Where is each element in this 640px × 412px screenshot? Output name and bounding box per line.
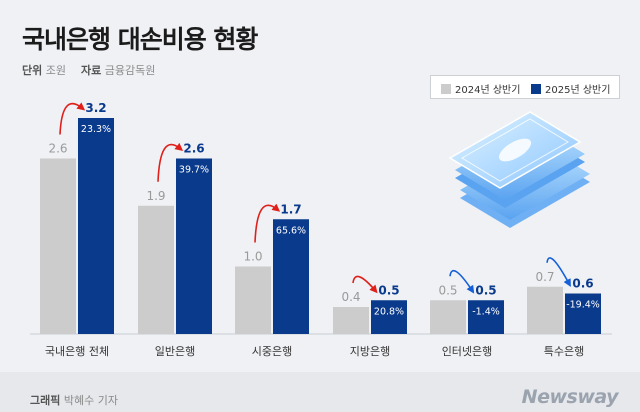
value-label-2025: 0.5 bbox=[475, 283, 496, 297]
footer: 그래픽 박혜수 기자 Newsway bbox=[0, 372, 640, 412]
chart-title: 국내은행 대손비용 현황 bbox=[22, 25, 258, 54]
brand-logo: Newsway bbox=[521, 386, 619, 408]
value-label-2025: 0.5 bbox=[378, 283, 399, 297]
arrow-up-icon bbox=[254, 203, 281, 243]
money-stack-icon bbox=[448, 111, 590, 228]
bar-2025 bbox=[565, 293, 601, 334]
legend-item-2024: 2024년 상반기 bbox=[441, 81, 520, 96]
value-label-2024: 1.0 bbox=[243, 250, 262, 264]
bar-2024 bbox=[333, 307, 369, 334]
credit-name: 박혜수 기자 bbox=[63, 394, 118, 407]
credit: 그래픽 박혜수 기자 bbox=[30, 392, 118, 408]
bar-2024 bbox=[235, 266, 271, 334]
category-label: 국내은행 전체 bbox=[45, 345, 109, 358]
bar-2025 bbox=[273, 219, 309, 334]
legend-label-2024: 2024년 상반기 bbox=[455, 85, 521, 96]
change-label: 23.3% bbox=[81, 124, 111, 135]
source-value: 금융감독원 bbox=[104, 64, 156, 77]
value-label-2024: 2.6 bbox=[48, 142, 67, 156]
bar-2025 bbox=[78, 118, 114, 334]
category-label: 시중은행 bbox=[252, 345, 292, 358]
bar-2025 bbox=[176, 158, 212, 334]
legend-label-2025: 2025년 상반기 bbox=[545, 85, 611, 96]
value-label-2025: 0.6 bbox=[572, 277, 593, 291]
change-label: -1.4% bbox=[472, 306, 500, 317]
change-label: -19.4% bbox=[566, 300, 600, 311]
bar-2025 bbox=[371, 300, 407, 334]
category-label: 특수은행 bbox=[544, 345, 584, 358]
category-label: 일반은행 bbox=[155, 344, 195, 358]
bar-2024 bbox=[138, 205, 174, 334]
arrow-up-icon bbox=[157, 142, 184, 182]
legend-swatch-2024 bbox=[441, 83, 451, 94]
legend-swatch-2025 bbox=[531, 83, 541, 94]
bar-2024 bbox=[430, 300, 466, 334]
arrow-down-icon bbox=[449, 269, 475, 294]
bar-2024 bbox=[40, 158, 76, 334]
source-label: 자료 bbox=[81, 64, 102, 77]
change-label: 65.6% bbox=[276, 225, 306, 236]
change-label: 20.8% bbox=[374, 306, 404, 317]
category-label: 인터넷은행 bbox=[442, 345, 493, 358]
arrow-up-icon bbox=[59, 102, 86, 135]
value-label-2025: 2.6 bbox=[183, 142, 204, 156]
bar-chart: 2.6 3.2 23.3% 국내은행 전체 1.9 2.6 39.7% 일반은행 1.0 1.7 6… bbox=[30, 101, 612, 358]
value-label-2025: 3.2 bbox=[85, 101, 106, 115]
value-label-2024: 0.4 bbox=[341, 290, 360, 304]
legend-item-2025: 2025년 상반기 bbox=[531, 81, 610, 96]
bar-2025 bbox=[468, 300, 504, 334]
chart-meta: 단위 조원 자료 금융감독원 bbox=[22, 62, 155, 78]
category-label: 지방은행 bbox=[350, 345, 390, 358]
bar-2024 bbox=[527, 286, 563, 334]
chart-legend: 2024년 상반기 2025년 상반기 bbox=[430, 75, 620, 99]
arrow-up-icon bbox=[352, 275, 378, 294]
value-label-2024: 1.9 bbox=[146, 189, 165, 203]
credit-label: 그래픽 bbox=[30, 394, 61, 407]
unit-label: 단위 bbox=[22, 64, 43, 77]
value-label-2024: 0.7 bbox=[535, 270, 554, 284]
arrow-down-icon bbox=[546, 257, 571, 288]
value-label-2024: 0.5 bbox=[438, 283, 457, 297]
value-label-2025: 1.7 bbox=[280, 202, 301, 216]
change-label: 39.7% bbox=[179, 165, 209, 176]
unit-value: 조원 bbox=[45, 64, 66, 77]
